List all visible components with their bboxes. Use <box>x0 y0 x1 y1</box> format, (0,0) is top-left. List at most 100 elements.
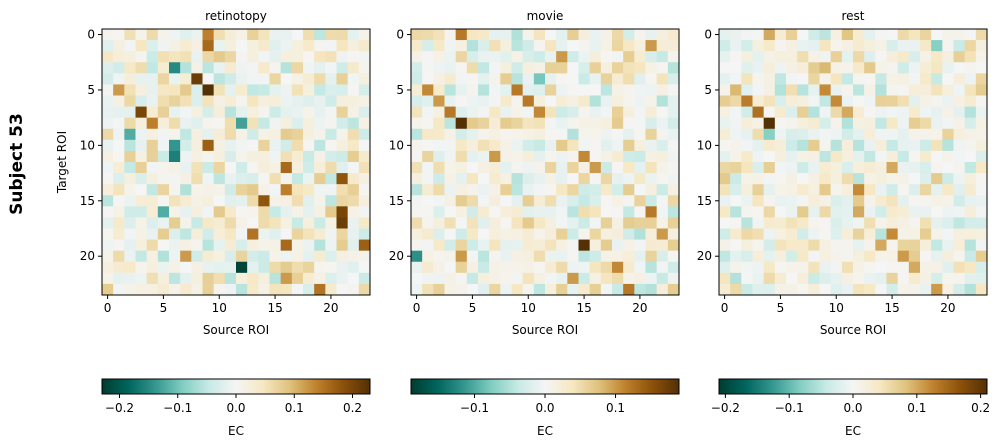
heatmap-cell <box>667 106 680 118</box>
heatmap-cell <box>942 162 954 174</box>
heatmap-cell <box>522 217 535 229</box>
heatmap-cell <box>347 184 360 196</box>
heatmap-cell <box>567 283 579 296</box>
heatmap-cell <box>942 62 954 74</box>
heatmap-cell <box>455 261 468 274</box>
heatmap-cell <box>841 195 854 207</box>
heatmap-cell <box>358 150 371 163</box>
heatmap-cell <box>578 40 590 52</box>
heatmap-cell <box>444 283 456 296</box>
heatmap-cell <box>953 62 965 74</box>
heatmap-cell <box>567 40 579 52</box>
heatmap-cell <box>578 239 590 251</box>
heatmap-cell <box>741 283 753 296</box>
heatmap-cell <box>964 51 977 63</box>
heatmap-cell <box>347 117 360 130</box>
heatmap-cell <box>236 117 248 130</box>
heatmap-cell <box>325 239 337 251</box>
heatmap-cell <box>202 29 214 41</box>
heatmap-cell <box>763 84 776 96</box>
heatmap-cell <box>280 128 293 141</box>
heatmap-cell <box>314 184 326 196</box>
heatmap-cell <box>600 250 613 263</box>
heatmap-cell <box>202 173 214 185</box>
heatmap-cell <box>797 128 809 141</box>
heatmap-cell <box>325 29 337 41</box>
heatmap-cell <box>533 117 546 130</box>
heatmap-cell <box>589 51 602 63</box>
heatmap-cell <box>931 228 943 240</box>
heatmap-cell <box>135 173 147 185</box>
heatmap-cell <box>433 173 445 185</box>
heatmap-cell <box>522 239 535 251</box>
heatmap-cell <box>567 84 579 96</box>
heatmap-cell <box>303 29 315 41</box>
heatmap-cell <box>411 206 423 218</box>
heatmap-cell <box>752 150 764 163</box>
heatmap-cell <box>623 261 635 274</box>
heatmap-cell <box>730 173 742 185</box>
heatmap-cell <box>213 51 226 63</box>
heatmap-cell <box>719 162 731 174</box>
heatmap-cell <box>864 173 876 185</box>
heatmap-cell <box>358 173 371 185</box>
colorbar-tick-label: −0.1 <box>460 401 489 415</box>
heatmap-cell <box>202 162 214 174</box>
heatmap-cell <box>124 128 136 141</box>
heatmap-cell <box>864 95 876 107</box>
heatmap-cell <box>511 184 523 196</box>
heatmap-cell <box>314 73 326 85</box>
heatmap-cell <box>730 51 742 63</box>
heatmap-cell <box>763 173 776 185</box>
heatmap-cell <box>236 84 248 96</box>
heatmap-cell <box>589 283 602 296</box>
heatmap-cell <box>942 139 954 152</box>
heatmap-cell <box>280 217 293 229</box>
heatmap-cell <box>124 117 136 130</box>
heatmap-cell <box>303 128 315 141</box>
heatmap-cell <box>191 272 203 285</box>
heatmap-cell <box>455 29 468 41</box>
heatmap-cell <box>478 139 490 152</box>
heatmap-cell <box>146 206 159 218</box>
heatmap-cell <box>864 51 876 63</box>
heatmap-cell <box>589 62 602 74</box>
heatmap-cell <box>224 51 237 63</box>
heatmap-cell <box>875 162 887 174</box>
heatmap-cell <box>667 40 680 52</box>
heatmap-cell <box>533 139 546 152</box>
heatmap-cell <box>645 184 657 196</box>
heatmap-cell <box>931 217 943 229</box>
heatmap-cell <box>522 195 535 207</box>
heatmap-cell <box>578 173 590 185</box>
heatmap-cell <box>864 84 876 96</box>
heatmap-cell <box>433 250 445 263</box>
heatmap-cell <box>191 195 203 207</box>
heatmap-cell <box>347 195 360 207</box>
heatmap-cell <box>102 106 114 118</box>
heatmap-cell <box>545 195 557 207</box>
heatmap-cell <box>124 250 136 263</box>
heatmap-cell <box>124 206 136 218</box>
heatmap-cell <box>522 95 535 107</box>
heatmap-cell <box>786 283 798 296</box>
colorbar-label: EC <box>228 424 244 438</box>
heatmap-cell <box>113 283 125 296</box>
heatmap-cell <box>455 195 468 207</box>
heatmap-cell <box>146 128 159 141</box>
heatmap-cell <box>545 283 557 296</box>
heatmap-cell <box>875 40 887 52</box>
heatmap-cell <box>236 228 248 240</box>
heatmap-cell <box>556 283 568 296</box>
heatmap-cell <box>719 106 731 118</box>
heatmap-cell <box>797 261 809 274</box>
heatmap-cell <box>135 106 147 118</box>
heatmap-cell <box>358 106 371 118</box>
heatmap-cells <box>411 29 680 296</box>
heatmap-cell <box>422 217 434 229</box>
heatmap-cell <box>444 228 456 240</box>
colorbar-tick-label: 0.2 <box>343 401 362 415</box>
heatmap-cell <box>314 150 326 163</box>
heatmap-cell <box>303 239 315 251</box>
